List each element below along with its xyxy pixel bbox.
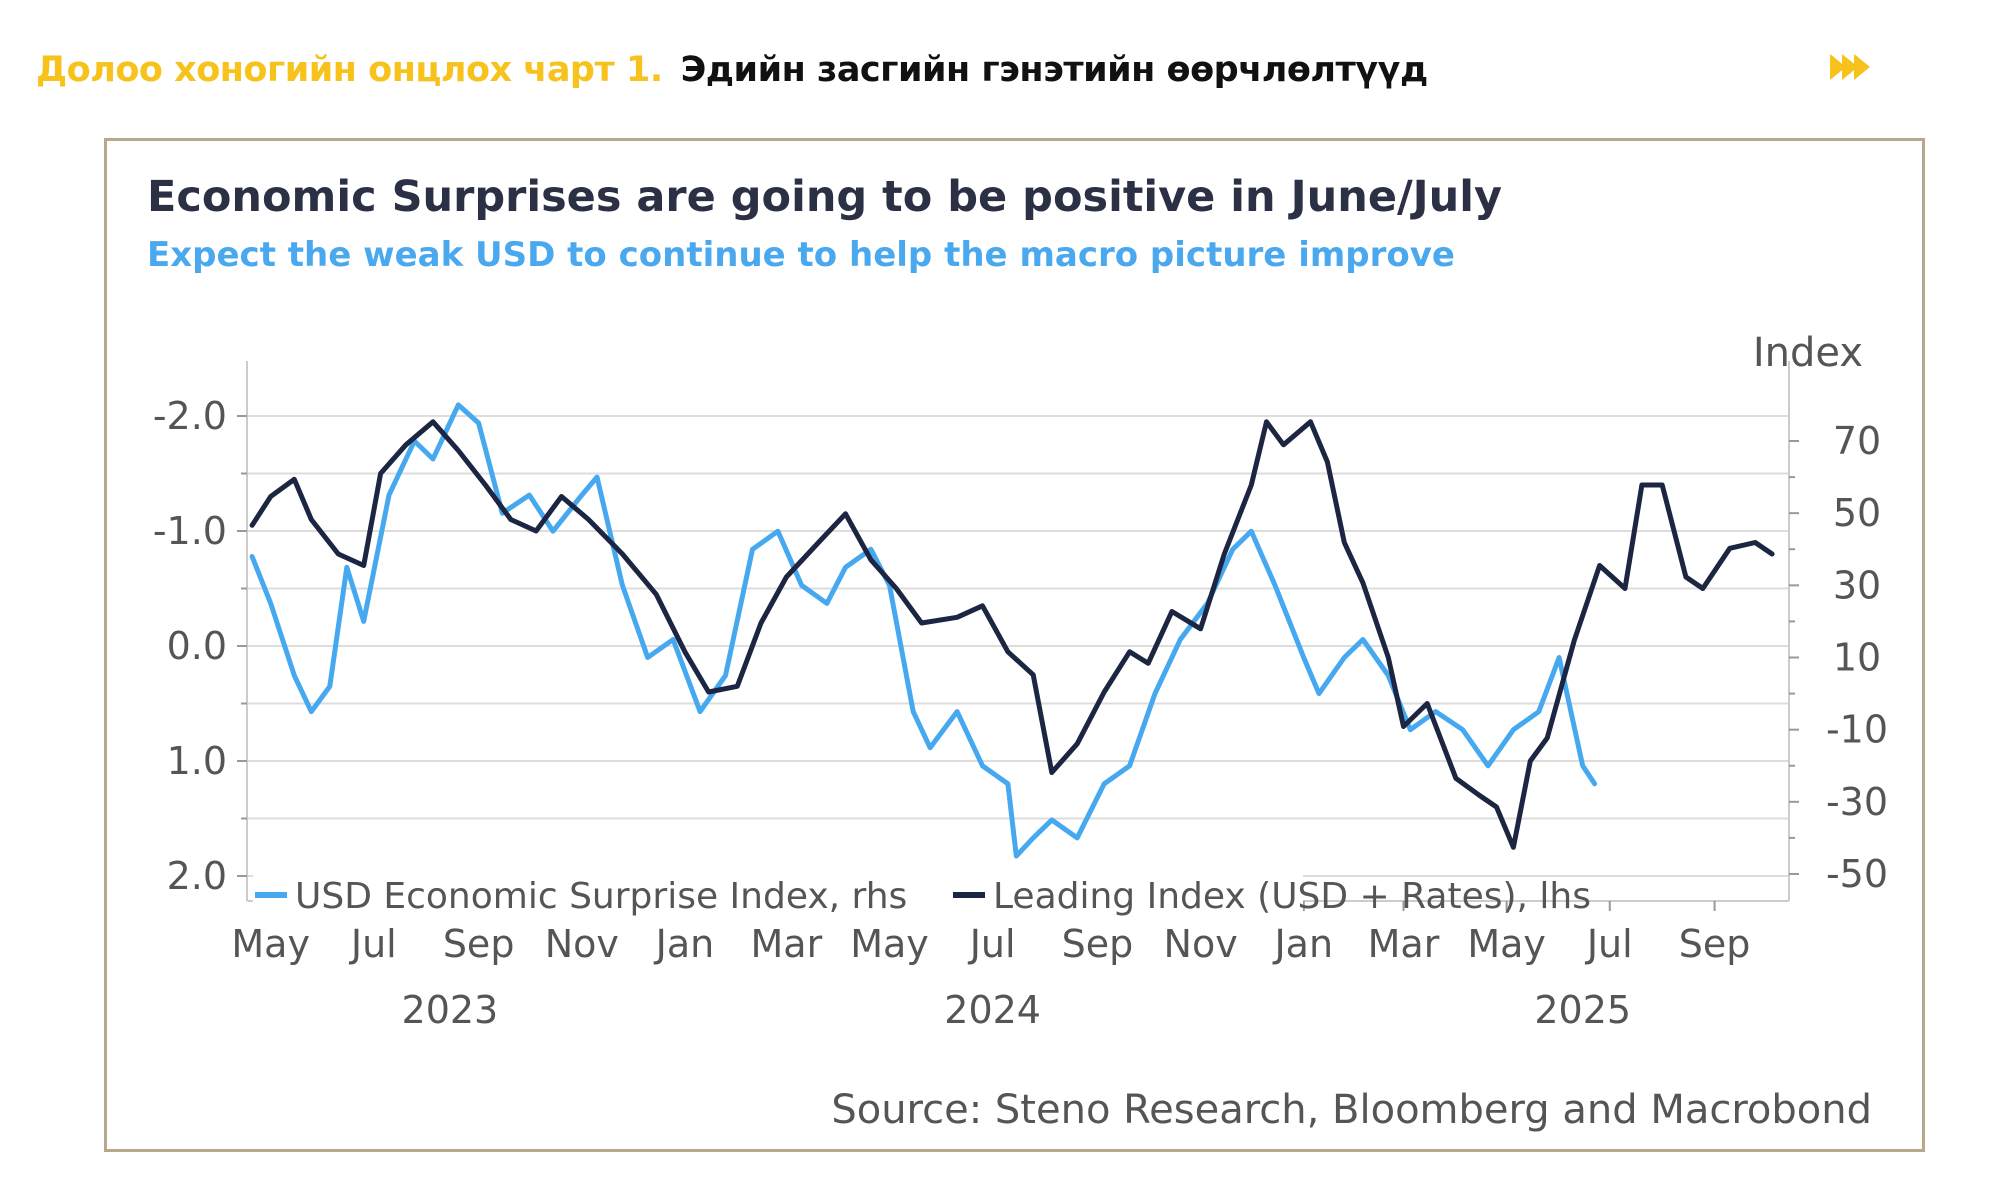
left-tick-label: -2.0 [153,394,227,438]
right-tick-label: 30 [1833,563,1881,607]
right-tick-label: -30 [1826,780,1888,824]
right-tick-label: -10 [1826,708,1888,752]
right-tick-label: 70 [1833,419,1881,463]
x-tick-label: Jul [968,922,1016,966]
page-header: Долоо хоногийн онцлох чарт 1. Эдийн засг… [36,40,1428,100]
x-tick-label: Sep [443,922,515,966]
x-year-label: 2024 [944,988,1041,1032]
x-tick-label: Jul [1585,922,1633,966]
x-tick-label: Jul [349,922,397,966]
x-tick-label: Jan [654,922,715,966]
legend: USD Economic Surprise Index, rhs Leading… [253,871,1591,917]
legend-background [253,871,1303,917]
header-label: Долоо хоногийн онцлох чарт 1. [36,50,663,90]
x-tick-label: Mar [1368,922,1440,966]
fast-forward-icon[interactable] [1828,50,1878,84]
header-title: Эдийн засгийн гэнэтийн өөрчлөлтүүд [680,50,1429,90]
right-tick-label: 50 [1833,491,1881,535]
chart-title: Economic Surprises are going to be posit… [147,172,1502,222]
x-tick-label: Jan [1272,922,1333,966]
x-tick-label: Sep [1062,922,1134,966]
chart-source: Source: Steno Research, Bloomberg and Ma… [831,1087,1872,1133]
legend-label-leading: Leading Index (USD + Rates), lhs [993,876,1591,917]
x-tick-label: Nov [1164,922,1238,966]
x-year-label: 2023 [402,988,499,1032]
x-axis-ticks: May Jul Sep Nov Jan Mar May Jul Sep Nov Jan Mar May J… [231,901,1750,966]
x-tick-label: Sep [1679,922,1751,966]
chart-frame: Economic Surprises are going to be posit… [104,138,1925,1152]
x-tick-label: May [231,922,310,966]
left-tick-label: 2.0 [167,854,227,898]
x-tick-label: Mar [751,922,823,966]
right-axis-ticks: 70 50 30 10 -10 -30 -50 [1789,419,1888,896]
x-axis-years: 2023 2024 2025 [402,988,1632,1032]
left-tick-label: -1.0 [153,509,227,553]
chart: Economic Surprises are going to be posit… [147,172,1888,1133]
left-axis-ticks: -2.0 -1.0 0.0 1.0 2.0 [153,394,247,898]
right-tick-label: -50 [1826,852,1888,896]
x-tick-label: May [850,922,929,966]
chart-subtitle: Expect the weak USD to continue to help … [147,235,1455,275]
leading-index-line [249,419,1775,850]
surprise-index-line [249,402,1598,859]
right-axis-label: Index [1753,330,1863,376]
left-tick-label: 0.0 [167,624,227,668]
grid-lines [247,415,1789,877]
legend-label-surprise: USD Economic Surprise Index, rhs [295,876,907,917]
right-tick-label: 10 [1833,636,1881,680]
series-lines [249,402,1775,859]
x-tick-label: Nov [545,922,619,966]
x-tick-label: May [1467,922,1546,966]
axes [246,361,1790,902]
left-tick-label: 1.0 [167,739,227,783]
x-year-label: 2025 [1534,988,1631,1032]
